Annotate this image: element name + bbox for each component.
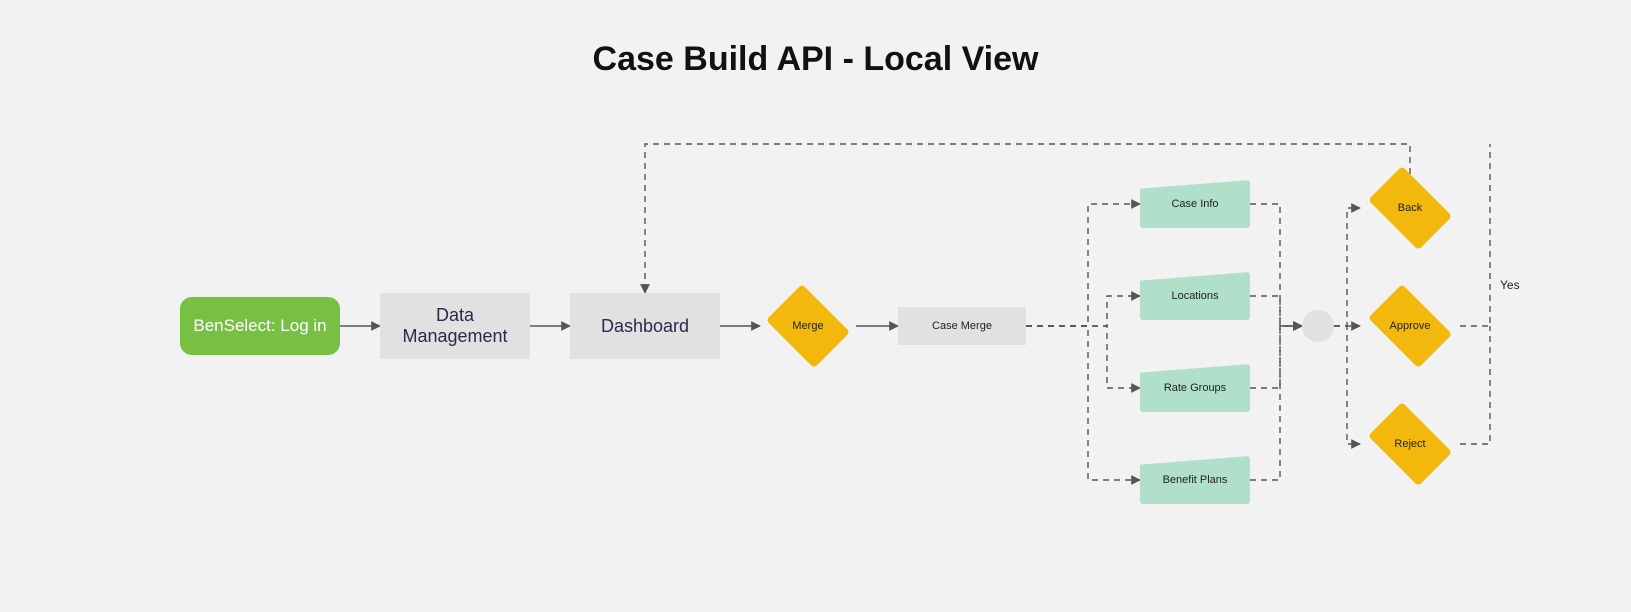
benefit-label: Benefit Plans [1163,474,1228,486]
node-back: Back [1360,174,1460,242]
node-benefit: Benefit Plans [1140,456,1250,504]
approve-label: Approve [1390,320,1431,332]
login-label: BenSelect: Log in [185,312,334,340]
case_merge-label: Case Merge [924,316,1000,337]
locations-label: Locations [1171,290,1218,302]
back-label: Back [1398,202,1422,214]
node-rate_groups: Rate Groups [1140,364,1250,412]
dashboard-label: Dashboard [593,312,697,341]
rate_groups-label: Rate Groups [1164,382,1226,394]
node-case_info: Case Info [1140,180,1250,228]
node-case_merge: Case Merge [898,307,1026,345]
flowchart-stage: Case Build API - Local View BenSelect: L… [0,0,1631,612]
node-join [1302,310,1334,342]
reject-label: Reject [1394,438,1425,450]
node-approve: Approve [1360,292,1460,360]
node-dashboard: Dashboard [570,293,720,359]
node-data_mgmt: Data Management [380,293,530,359]
node-login: BenSelect: Log in [180,297,340,355]
node-reject: Reject [1360,410,1460,478]
data_mgmt-label: Data Management [394,301,515,350]
diagram-title: Case Build API - Local View [0,40,1631,79]
label-yes: Yes [1500,278,1520,292]
case_info-label: Case Info [1171,198,1218,210]
node-locations: Locations [1140,272,1250,320]
node-merge: Merge [760,290,856,362]
merge-label: Merge [792,320,823,332]
